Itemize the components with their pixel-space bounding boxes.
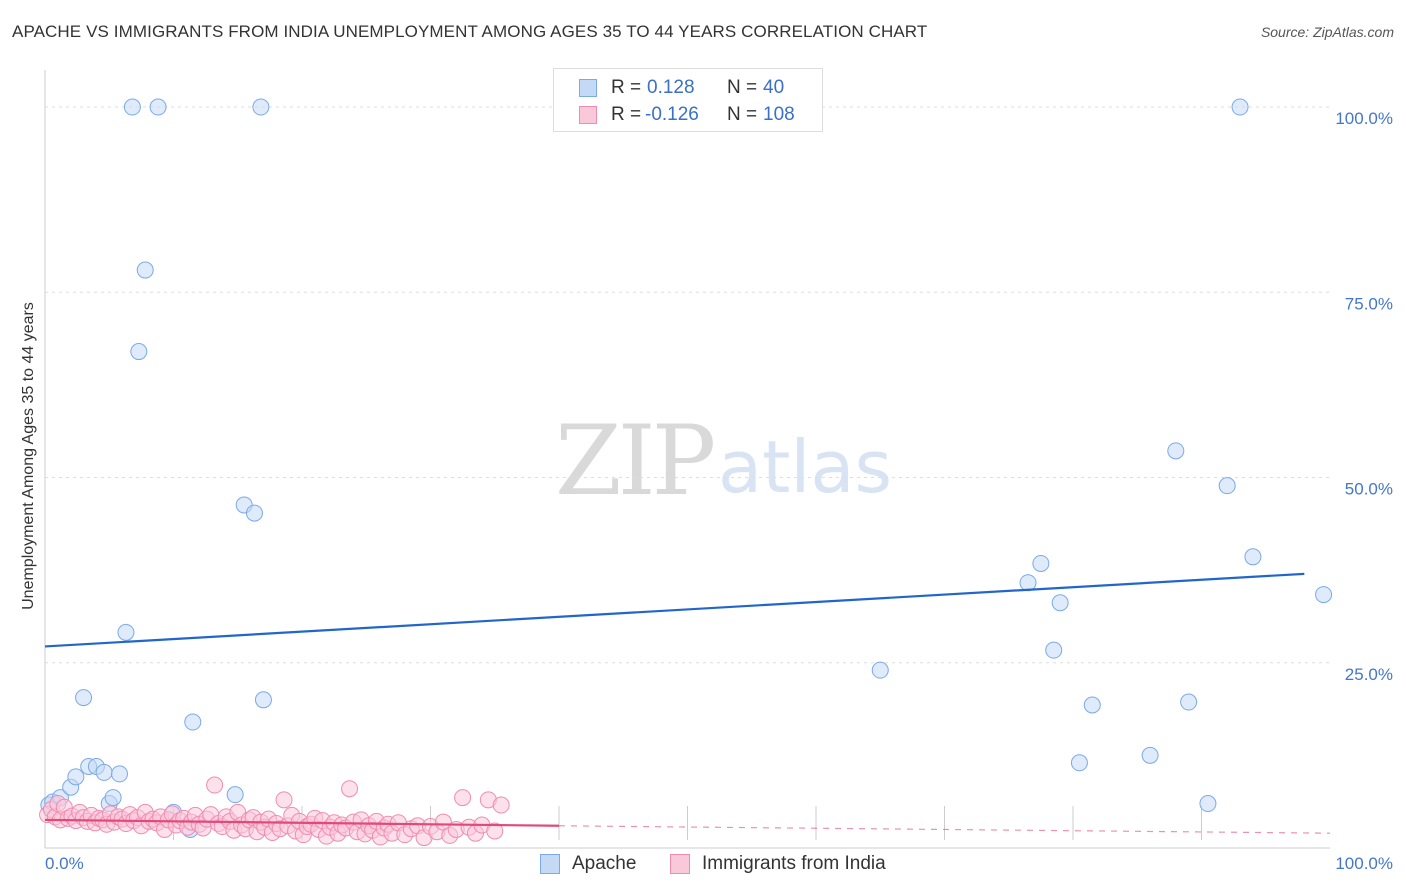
apache-trend-line [44,572,1305,648]
apache-point [1083,696,1101,714]
apache-point [1051,594,1069,612]
apache-point [67,768,85,786]
apache-point [123,98,141,116]
apache-point [1070,754,1088,772]
apache-point [111,765,129,783]
legend-row-india: R = -0.126 N = 108 [554,102,822,128]
india-point [341,780,359,798]
y-tick-label: 75.0% [1345,294,1393,313]
x-tick-label-left: 0.0% [45,854,84,873]
apache-r-label: R = [611,77,642,98]
chart-title: APACHE VS IMMIGRANTS FROM INDIA UNEMPLOY… [12,22,928,41]
india-point [206,776,224,794]
apache-legend-label: Apache [572,853,637,874]
x-tick-label-right: 100.0% [1335,854,1393,873]
apache-point [1218,477,1236,495]
apache-point [1199,795,1217,813]
apache-point [117,623,135,641]
apache-point [1045,641,1063,659]
apache-point [1167,442,1185,460]
watermark-atlas: atlas [718,425,892,509]
apache-legend-swatch [540,854,560,874]
apache-point [252,98,270,116]
india-n-label: N = [727,104,758,125]
legend-row-apache: R = 0.128 N = 40 [554,75,822,101]
india-legend-label: Immigrants from India [702,853,886,874]
y-tick-label: 100.0% [1335,109,1393,128]
apache-point [1244,548,1262,566]
apache-point [1032,554,1050,572]
apache-point [1141,746,1159,764]
correlation-legend: R = 0.128 N = 40 R = -0.126 N = 108 [553,68,823,132]
apache-point [75,689,93,707]
y-tick-label: 50.0% [1345,480,1393,499]
chart-source: Source: ZipAtlas.com [1260,24,1394,40]
apache-point [245,504,263,522]
india-point [454,789,472,807]
apache-point [1231,98,1249,116]
apache-point [95,763,113,781]
india-point [486,822,504,840]
watermark-zip: ZIP [555,405,716,517]
india-r-value: -0.126 [645,104,699,125]
apache-point [254,691,272,709]
apache-point [149,98,167,116]
apache-point [1180,693,1198,711]
apache-point [1019,574,1037,592]
y-tick-label: 25.0% [1345,665,1393,684]
india-n-value: 108 [763,104,795,125]
apache-point [1315,586,1333,604]
apache-point [104,789,122,807]
india-point [492,796,510,814]
apache-point [184,713,202,731]
india-legend-swatch [670,854,690,874]
apache-point [871,661,889,679]
apache-swatch [579,79,597,97]
apache-r-value: 0.128 [647,77,695,98]
apache-point [130,343,148,361]
india-trend-line-extension [558,825,1331,834]
india-trend-line [44,818,560,827]
india-point [275,791,293,809]
apache-n-value: 40 [763,77,785,98]
india-r-label: R = [611,104,642,125]
apache-point [136,261,154,279]
apache-n-label: N = [727,77,758,98]
apache-point [226,786,244,804]
india-swatch [579,106,597,124]
